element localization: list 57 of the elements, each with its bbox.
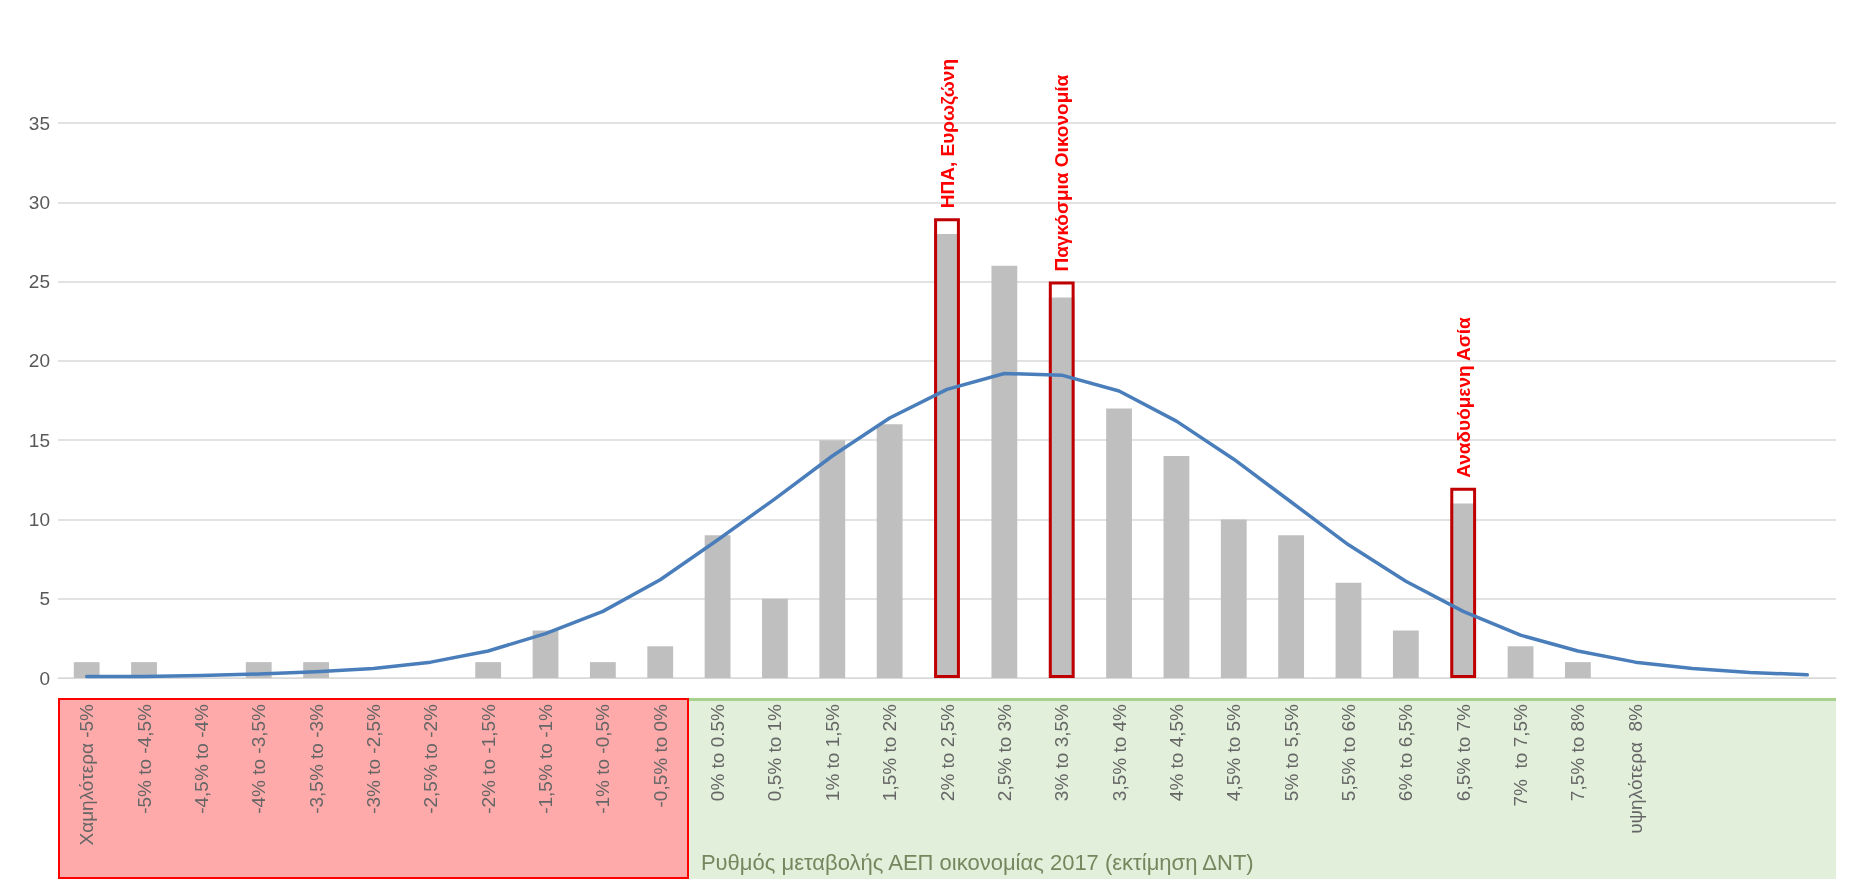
bar xyxy=(762,598,788,678)
x-tick-label: 2% to 2,5% xyxy=(936,703,958,802)
x-tick-label: -1,5% to -1% xyxy=(535,703,557,814)
x-tick-label: 5,5% to 6% xyxy=(1337,703,1359,802)
x-tick-label: 6,5% to 7% xyxy=(1452,703,1474,802)
x-tick-label: 3% to 3,5% xyxy=(1051,703,1073,802)
x-tick-label: 4,5% to 5% xyxy=(1223,703,1245,802)
x-tick-label: Χαμηλότερα -5% xyxy=(76,703,98,846)
x-tick-label: -4,5% to -4% xyxy=(190,703,212,814)
y-tick-label: 25 xyxy=(28,271,50,293)
annotation: Αναδυόμενη Ασία xyxy=(1452,316,1474,478)
x-axis-title: Ρυθμός μεταβολής ΑΕΠ οικονομίας 2017 (εκτίμηση ΔΝΤ) xyxy=(700,849,1254,875)
bar xyxy=(647,646,674,678)
y-tick-label: 35 xyxy=(28,112,50,134)
y-tick-label: 10 xyxy=(28,508,50,530)
y-tick-label: 0 xyxy=(39,667,50,689)
bar xyxy=(1392,630,1419,678)
annotation: Παγκόσμια Οικονομία xyxy=(1051,74,1073,272)
x-tick-label: 0% to 0.5% xyxy=(707,703,729,802)
bar xyxy=(991,265,1018,678)
x-tick-label: υψηλότερα 8% xyxy=(1624,703,1646,834)
x-tick-label: 4% to 4,5% xyxy=(1165,703,1187,802)
x-tick-label: -5% to -4,5% xyxy=(133,703,155,814)
bar xyxy=(1278,535,1305,678)
x-tick-label: 6% to 6,5% xyxy=(1395,703,1417,802)
y-tick-label: 30 xyxy=(28,191,50,213)
bar xyxy=(589,662,616,678)
bar xyxy=(704,535,731,678)
x-tick-label: -4% to -3,5% xyxy=(248,703,270,814)
x-tick-label: 0,5% to 1% xyxy=(764,703,786,802)
bar xyxy=(1106,408,1132,678)
y-tick-label: 15 xyxy=(28,429,50,451)
x-tick-label: -1% to -0,5% xyxy=(592,703,614,814)
x-tick-label: 5% to 5,5% xyxy=(1280,703,1302,802)
bar xyxy=(876,424,903,678)
bar xyxy=(1335,582,1362,678)
bar xyxy=(1565,662,1591,678)
x-tick-label: 1% to 1,5% xyxy=(821,703,843,802)
bar xyxy=(1163,456,1190,678)
x-tick-label: -3% to -2,5% xyxy=(362,703,384,814)
x-tick-label: -0,5% to 0% xyxy=(649,703,671,808)
x-tick-label: 2,5% to 3% xyxy=(993,703,1015,802)
x-tick-label: 3,5% to 4% xyxy=(1108,703,1130,802)
x-tick-label: -3,5% to -3% xyxy=(305,703,327,814)
x-tick-label: 7% to 7,5% xyxy=(1510,703,1532,807)
bar xyxy=(1507,646,1534,678)
y-tick-label: 5 xyxy=(39,588,50,610)
bar xyxy=(475,662,502,678)
y-tick-label: 20 xyxy=(28,350,50,372)
x-tick-label: 1,5% to 2% xyxy=(879,703,901,802)
x-tick-label: 7,5% to 8% xyxy=(1567,703,1589,802)
bar xyxy=(1220,519,1247,678)
x-tick-label: -2% to -1,5% xyxy=(477,703,499,814)
x-tick-label: -2,5% to -2% xyxy=(420,703,442,814)
annotation: ΗΠΑ, Ευρωζώνη xyxy=(936,58,959,209)
bar xyxy=(819,440,846,678)
bar xyxy=(532,630,559,678)
